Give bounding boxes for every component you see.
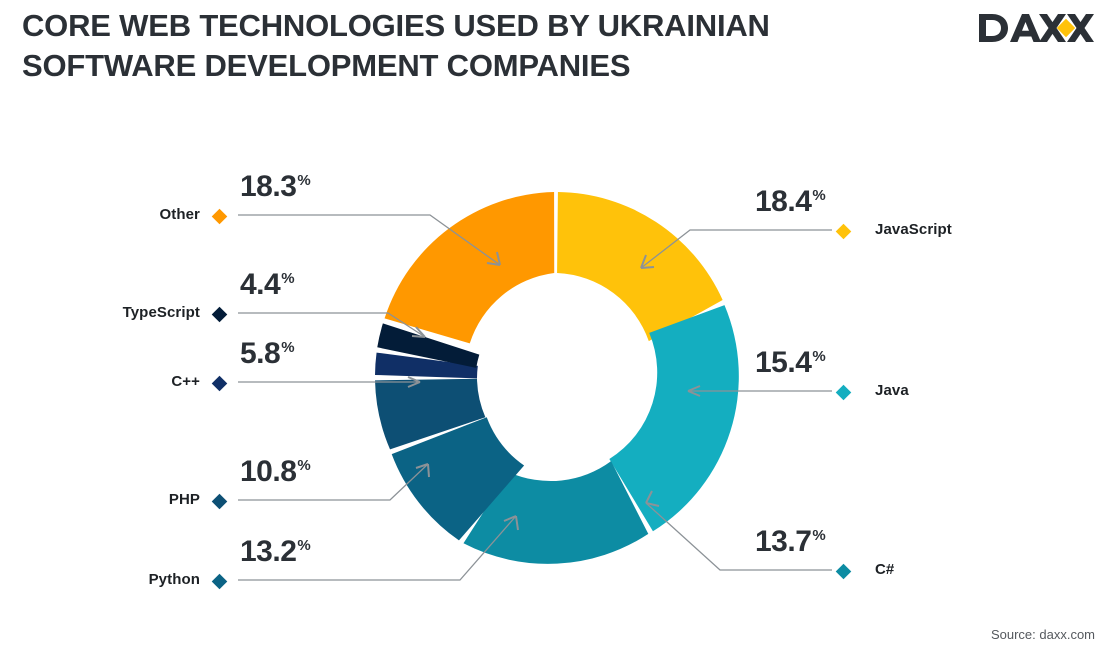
label-javascript-name: JavaScript xyxy=(875,221,952,238)
slice-cpp xyxy=(375,352,478,379)
leader-arrow-javascript xyxy=(640,254,655,269)
percent-python-value: 13.2 xyxy=(240,535,297,568)
leader-arrow-other xyxy=(486,251,501,266)
leader-arrow-python xyxy=(503,515,519,531)
percent-java-sign: % xyxy=(812,348,826,365)
label-typescript[interactable]: TypeScript xyxy=(60,304,228,323)
leader-line-typescript xyxy=(238,312,426,338)
source-attribution: Source: daxx.com xyxy=(990,627,1095,642)
percent-javascript: 18.4 % xyxy=(755,187,826,217)
percent-other-sign: % xyxy=(297,172,311,189)
percent-php: 10.8 % xyxy=(240,457,311,487)
leader-arrow-cpp xyxy=(407,376,421,388)
slice-java xyxy=(609,305,739,532)
leader-arrow-java xyxy=(687,385,701,397)
slice-csharp xyxy=(463,461,649,564)
percent-csharp-value: 13.7 xyxy=(755,525,812,558)
leader-arrow-csharp xyxy=(645,490,660,507)
label-java[interactable]: Java xyxy=(835,382,909,401)
label-java-name: Java xyxy=(875,382,909,399)
bullet-php-icon xyxy=(211,493,228,510)
leader-lines xyxy=(238,214,832,581)
bullet-typescript-icon xyxy=(211,306,228,323)
label-python-name: Python xyxy=(148,571,200,588)
label-other-name: Other xyxy=(159,206,200,223)
percent-cpp-sign: % xyxy=(281,339,295,356)
title-line-2: SOFTWARE DEVELOPMENT COMPANIES xyxy=(22,48,631,83)
percent-typescript-sign: % xyxy=(281,270,295,287)
percent-typescript: 4.4 % xyxy=(240,270,295,300)
leader-arrow-php xyxy=(415,463,430,478)
percent-typescript-value: 4.4 xyxy=(240,268,281,301)
page-title: CORE WEB TECHNOLOGIES USED BY UKRAINIAN … xyxy=(22,6,922,86)
percent-python: 13.2 % xyxy=(240,537,311,567)
percent-cpp-value: 5.8 xyxy=(240,337,281,370)
bullet-javascript-icon xyxy=(835,223,852,240)
percent-java: 15.4 % xyxy=(755,348,826,378)
slice-other xyxy=(384,192,555,344)
daxx-logo xyxy=(977,10,1095,46)
leader-line-other xyxy=(238,214,501,266)
label-other[interactable]: Other xyxy=(60,206,228,225)
bullet-java-icon xyxy=(835,384,852,401)
label-python[interactable]: Python xyxy=(60,571,228,590)
percent-other-value: 18.3 xyxy=(240,170,297,203)
slice-python xyxy=(391,417,525,541)
label-typescript-name: TypeScript xyxy=(122,304,200,321)
bullet-python-icon xyxy=(211,573,228,590)
donut-slices xyxy=(375,192,739,564)
percent-python-sign: % xyxy=(297,537,311,554)
percent-cpp: 5.8 % xyxy=(240,339,295,369)
label-php-name: PHP xyxy=(168,491,200,508)
label-csharp-name: C# xyxy=(875,561,895,578)
percent-csharp: 13.7 % xyxy=(755,527,826,557)
percent-csharp-sign: % xyxy=(812,527,826,544)
bullet-other-icon xyxy=(211,208,228,225)
bullet-cpp-icon xyxy=(211,375,228,392)
label-cpp-name: C++ xyxy=(171,373,200,390)
percent-java-value: 15.4 xyxy=(755,346,812,379)
slice-typescript xyxy=(377,323,480,368)
label-cpp[interactable]: C++ xyxy=(60,373,228,392)
label-javascript[interactable]: JavaScript xyxy=(835,221,952,240)
percent-javascript-sign: % xyxy=(812,187,826,204)
percent-php-sign: % xyxy=(297,457,311,474)
leader-line-javascript xyxy=(640,229,832,269)
slice-javascript xyxy=(557,192,723,342)
percent-php-value: 10.8 xyxy=(240,455,297,488)
bullet-csharp-icon xyxy=(835,563,852,580)
slice-php xyxy=(375,378,486,450)
percent-other: 18.3 % xyxy=(240,172,311,202)
label-php[interactable]: PHP xyxy=(60,491,228,510)
leader-arrow-typescript xyxy=(411,326,426,338)
title-line-1: CORE WEB TECHNOLOGIES USED BY UKRAINIAN xyxy=(22,8,770,43)
daxx-logo-icon xyxy=(979,14,1094,42)
label-csharp[interactable]: C# xyxy=(835,561,895,580)
percent-javascript-value: 18.4 xyxy=(755,185,812,218)
